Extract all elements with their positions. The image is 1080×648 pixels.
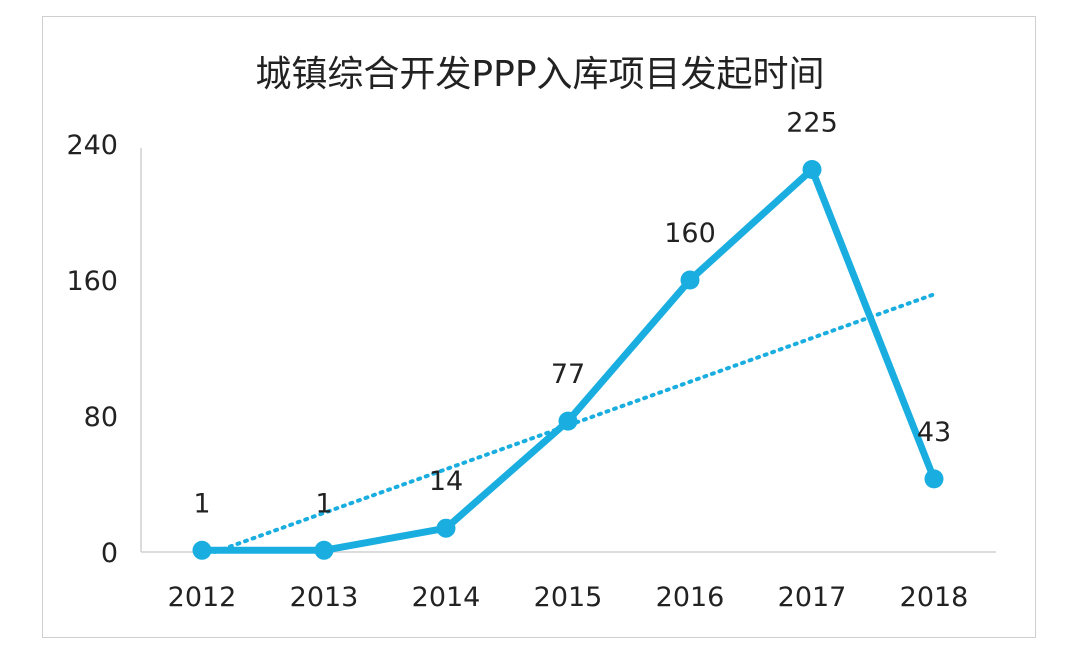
x-tick-label: 2017 <box>778 582 847 613</box>
y-tick-label: 0 <box>101 538 118 569</box>
data-label: 14 <box>429 466 463 497</box>
x-tick-label: 2013 <box>290 582 359 613</box>
chart-title: 城镇综合开发PPP入库项目发起时间 <box>255 54 824 95</box>
data-point <box>924 469 944 489</box>
x-tick-label: 2018 <box>900 582 969 613</box>
data-point <box>314 540 334 560</box>
x-tick-label: 2012 <box>168 582 237 613</box>
data-label: 160 <box>664 218 716 249</box>
y-tick-label: 160 <box>66 266 118 297</box>
data-point <box>192 540 212 560</box>
data-point <box>802 160 822 179</box>
data-label: 1 <box>315 488 332 519</box>
data-label: 77 <box>551 359 585 390</box>
data-points <box>192 160 944 560</box>
y-axis-ticks: 0 80 160 240 <box>66 130 118 569</box>
trend-line <box>212 292 936 554</box>
data-label: 43 <box>917 417 951 448</box>
trend-line-group <box>212 292 936 554</box>
data-label: 225 <box>786 108 838 139</box>
data-point <box>558 411 578 431</box>
x-axis-ticks: 2012 2013 2014 2015 2016 2017 2018 <box>168 582 969 613</box>
x-tick-label: 2015 <box>534 582 603 613</box>
chart-frame <box>42 16 1036 638</box>
data-point <box>680 270 700 290</box>
data-labels: 1 1 14 77 160 225 43 <box>193 108 951 520</box>
y-tick-label: 80 <box>84 402 118 433</box>
x-tick-label: 2014 <box>412 582 481 613</box>
data-label: 1 <box>193 488 210 519</box>
y-tick-label: 240 <box>66 130 118 161</box>
x-tick-label: 2016 <box>656 582 725 613</box>
data-point <box>436 518 456 538</box>
